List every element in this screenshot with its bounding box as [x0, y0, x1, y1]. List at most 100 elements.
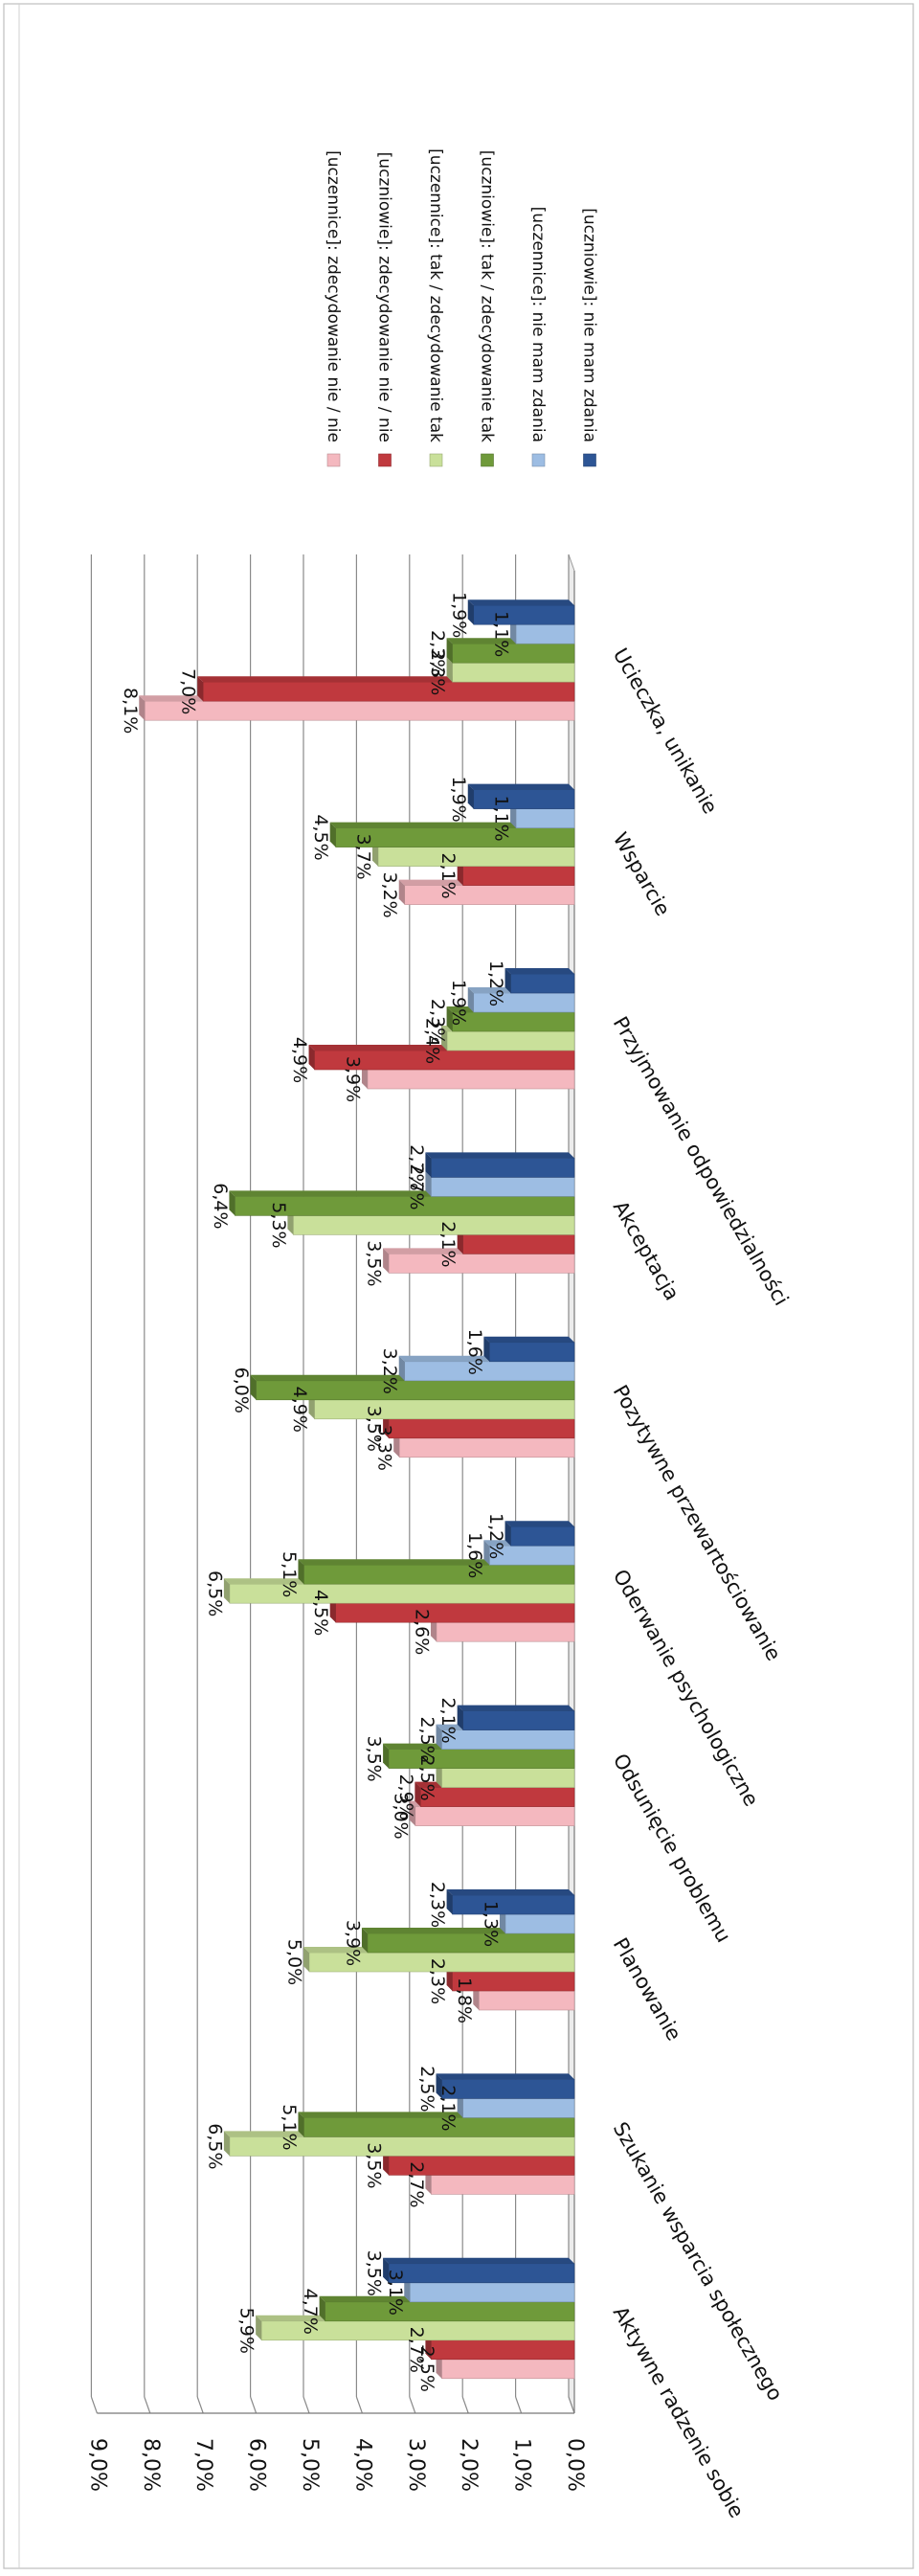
data-label: 2,5%	[416, 1754, 437, 1800]
bar	[473, 604, 575, 625]
bar	[415, 1806, 575, 1826]
gridline-depth	[196, 2396, 204, 2414]
data-label: 2,4%	[422, 1018, 443, 1064]
data-label: 3,1%	[385, 2270, 406, 2316]
bar-top-face	[446, 1966, 453, 1991]
bar	[436, 1621, 575, 1642]
data-label: 2,3%	[427, 630, 448, 676]
bar-top-face	[457, 860, 463, 886]
bar-top-face	[457, 2092, 463, 2118]
bar-top-face	[446, 638, 453, 664]
bar	[473, 789, 575, 809]
data-label: 2,9%	[395, 1774, 416, 1819]
gridline-depth	[90, 2396, 98, 2414]
value-tick-label: 9,0%	[85, 2438, 109, 2492]
bar-top-face	[436, 2353, 442, 2379]
data-label: 2,3%	[427, 649, 448, 695]
bar-side-face	[425, 1152, 574, 1159]
legend-swatch	[583, 453, 596, 467]
bar	[515, 808, 575, 828]
bar-top-face	[197, 676, 204, 702]
bar-top-face	[446, 657, 453, 683]
bar-top-face	[398, 1355, 405, 1381]
bar-side-face	[446, 1889, 574, 1895]
bar-side-face	[383, 2257, 574, 2264]
bar-top-face	[383, 1743, 390, 1769]
legend-label: [uczennice]: tak / zdecydowanie tak	[426, 148, 445, 442]
data-label: 1,9%	[448, 776, 469, 822]
value-tick-label: 8,0%	[139, 2438, 163, 2492]
bar-side-face	[483, 1336, 574, 1343]
bar-top-face	[425, 2334, 432, 2360]
value-tick-label: 6,0%	[245, 2438, 269, 2492]
bar-top-face	[383, 2257, 390, 2283]
bar	[510, 1525, 575, 1547]
bar-top-face	[329, 822, 336, 847]
data-label: 5,1%	[279, 2104, 300, 2150]
bar-group: 3,3%3,5% 4,9% 6,0% 3,2% 1,6%	[231, 1329, 575, 1471]
data-label: 3,5%	[364, 2250, 385, 2296]
bar	[478, 1990, 575, 2011]
bar-group: 3,0%2,9% 2,5% 3,5% 2,5% 2,1%	[364, 1697, 575, 1840]
bar-top-face	[446, 1006, 453, 1031]
data-label: 6,5%	[204, 2123, 225, 2169]
data-label: 3,7%	[353, 833, 374, 879]
bar-top-face	[415, 1781, 421, 1807]
bar-top-face	[457, 1705, 463, 1730]
bar-top-face	[504, 968, 511, 993]
data-label: 4,9%	[289, 1037, 310, 1083]
bar	[293, 1215, 575, 1235]
data-label: 6,5%	[204, 1570, 225, 1616]
data-label: 2,6%	[411, 1609, 432, 1655]
data-label: 3,5%	[364, 2142, 385, 2188]
bar-top-face	[425, 2169, 432, 2195]
bar-top-face	[436, 1724, 442, 1750]
bar-top-face	[393, 1432, 400, 1457]
gridline-depth	[568, 2396, 575, 2414]
bar	[404, 885, 575, 905]
bar-top-face	[436, 1762, 442, 1788]
bar	[367, 1932, 575, 1954]
bar-top-face	[256, 2315, 262, 2340]
data-label: 2,7%	[406, 1144, 427, 1190]
data-label: 3,9%	[342, 1920, 363, 1966]
bar	[441, 1768, 575, 1788]
bar-top-face	[436, 2073, 442, 2099]
bar	[388, 2263, 575, 2284]
bar-group: 2,5%2,7% 5,9% 4,7% 3,1%3,5%	[236, 2250, 575, 2392]
legend-swatch	[378, 453, 392, 467]
data-label: 2,5%	[416, 2346, 437, 2392]
data-label: 4,9%	[289, 1387, 310, 1433]
bar-top-face	[510, 802, 517, 828]
data-label: 2,1%	[437, 852, 459, 898]
legend-swatch	[481, 453, 494, 467]
bar	[303, 1564, 575, 1585]
bar-top-face	[139, 695, 146, 721]
data-label: 8,1%	[120, 688, 141, 734]
data-label: 5,1%	[279, 1551, 300, 1597]
bar	[404, 1361, 575, 1382]
bar	[431, 1158, 575, 1178]
bar-top-face	[504, 1521, 511, 1547]
bar-group: 3,9% 4,9% 2,4%2,3% 1,9% 1,2%	[289, 960, 575, 1102]
bar-group: 1,8% 2,3% 5,0% 3,9% 1,3% 2,3%	[284, 1882, 575, 2023]
data-label: 1,2%	[485, 1513, 506, 1559]
data-label: 3,2%	[379, 871, 400, 917]
data-label: 2,3%	[427, 1882, 448, 1928]
data-label: 6,0%	[231, 1367, 252, 1413]
data-label: 3,9%	[342, 1056, 363, 1102]
bar-side-face	[436, 2073, 574, 2080]
bar	[441, 2359, 575, 2380]
data-label: 1,6%	[464, 1329, 485, 1375]
value-tick-label: 1,0%	[510, 2438, 534, 2492]
data-label: 2,1%	[437, 2085, 459, 2131]
bar-side-face	[457, 1705, 574, 1711]
bar	[325, 2301, 575, 2322]
data-label: 2,1%	[437, 1221, 459, 1267]
data-label: 2,7%	[406, 2161, 427, 2207]
value-tick-label: 3,0%	[404, 2438, 428, 2492]
legend: [uczennice]: zdecydowanie nie / nie [uczn…	[324, 148, 599, 467]
bar	[462, 866, 575, 886]
data-label: 1,9%	[448, 592, 469, 638]
bar-top-face	[467, 783, 474, 809]
